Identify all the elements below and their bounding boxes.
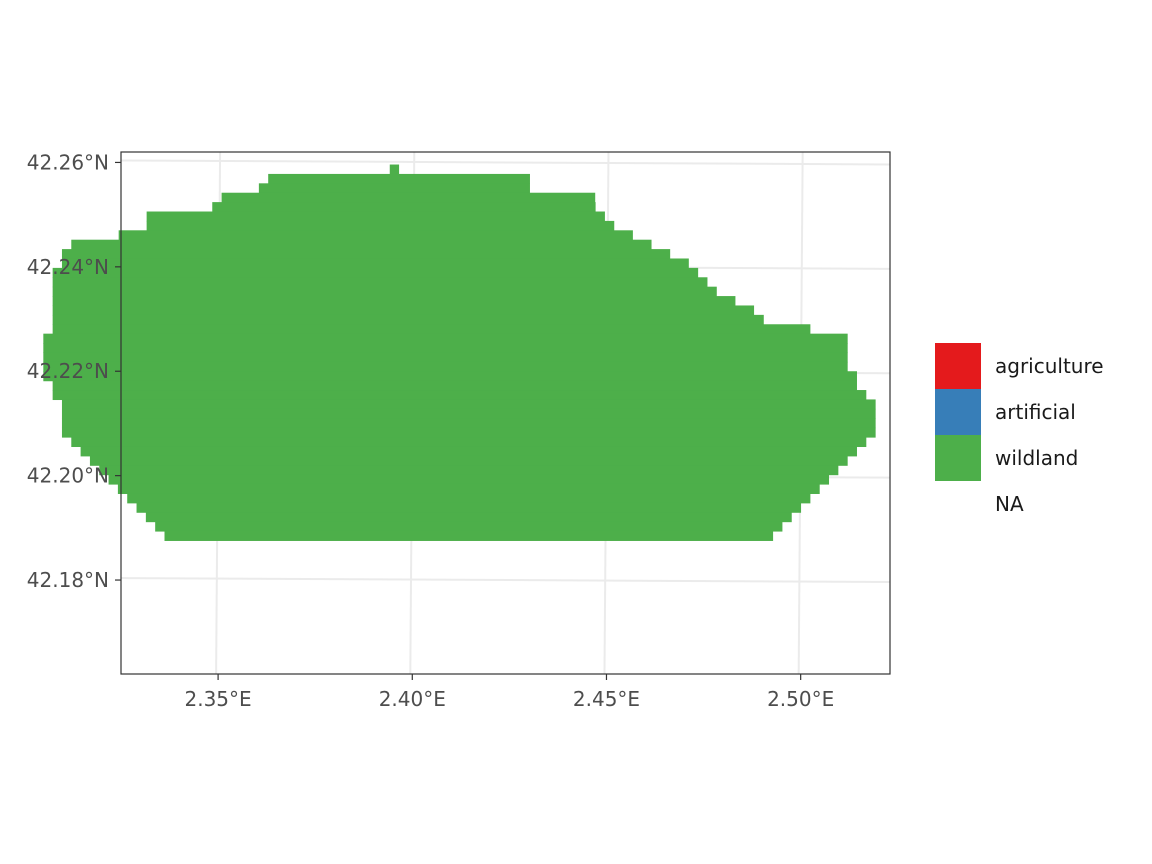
y-tick-label: 42.26°N xyxy=(27,150,109,174)
wildland-cell-run xyxy=(52,267,699,278)
x-tick-label: 2.45°E xyxy=(573,687,640,711)
wildland-cell-run xyxy=(155,521,783,532)
map-axes: 2.35°E 2.40°E 2.45°E 2.50°E 42.26°N 42.24°N 42… xyxy=(27,150,834,711)
legend-label-artificial: artificial xyxy=(995,400,1076,424)
legend: agriculture artificial wildland NA xyxy=(935,343,1104,516)
y-tick-label: 42.22°N xyxy=(27,359,109,383)
legend-key-artificial xyxy=(935,389,981,435)
wildland-cell-run xyxy=(52,314,764,325)
wildland-cell-run xyxy=(164,530,774,541)
land-cover-raster xyxy=(43,164,876,541)
wildland-cell-run xyxy=(52,296,736,307)
wildland-cell-run xyxy=(136,502,802,513)
wildland-cell-run xyxy=(52,390,867,401)
wildland-cell-run xyxy=(145,512,792,523)
wildland-cell-run xyxy=(127,493,811,504)
x-tick-label: 2.35°E xyxy=(185,687,252,711)
wildland-cell-run xyxy=(71,239,652,250)
wildland-cell-run xyxy=(52,380,857,391)
wildland-cell-run xyxy=(146,220,615,231)
wildland-cell-run xyxy=(117,483,820,494)
legend-key-agriculture xyxy=(935,343,981,389)
wildland-cell-run xyxy=(221,192,596,203)
wildland-cell-run xyxy=(61,418,876,429)
wildland-cell-run xyxy=(43,361,848,372)
wildland-cell-run xyxy=(52,305,755,316)
wildland-cell-run xyxy=(268,173,530,184)
legend-key-wildland xyxy=(935,435,981,481)
wildland-cell-run xyxy=(146,211,605,222)
wildland-cell-run xyxy=(43,333,848,344)
wildland-cell-run xyxy=(71,437,867,448)
wildland-cell-run xyxy=(212,202,596,213)
wildland-cell-run xyxy=(61,258,689,269)
wildland-cell-run xyxy=(43,371,857,382)
wildland-cell-run xyxy=(61,399,876,410)
wildland-cell-run xyxy=(80,446,857,457)
wildland-cell-run xyxy=(43,343,848,354)
legend-label-na: NA xyxy=(995,492,1024,516)
wildland-cell-run xyxy=(52,286,717,297)
wildland-cell-run xyxy=(61,408,876,419)
wildland-cell-run xyxy=(99,465,839,476)
wildland-cell-run xyxy=(52,277,708,288)
x-tick-label: 2.40°E xyxy=(379,687,446,711)
legend-label-wildland: wildland xyxy=(995,446,1078,470)
legend-label-agriculture: agriculture xyxy=(995,354,1104,378)
parallel-line xyxy=(120,159,891,166)
y-tick-label: 42.20°N xyxy=(27,464,109,488)
wildland-cell-run xyxy=(89,455,848,466)
wildland-cell-run xyxy=(43,352,848,363)
map-panel-border xyxy=(120,151,891,675)
y-tick-label: 42.24°N xyxy=(27,255,109,279)
x-tick-label: 2.50°E xyxy=(767,687,834,711)
wildland-cell-run xyxy=(108,474,830,485)
wildland-cell-run xyxy=(389,164,400,175)
wildland-cell-run xyxy=(258,183,530,194)
y-tick-label: 42.18°N xyxy=(27,568,109,592)
parallel-line xyxy=(120,577,891,584)
wildland-cell-run xyxy=(118,230,633,241)
wildland-cell-run xyxy=(61,427,876,438)
wildland-cell-run xyxy=(52,324,811,335)
wildland-cell-run xyxy=(61,249,671,260)
